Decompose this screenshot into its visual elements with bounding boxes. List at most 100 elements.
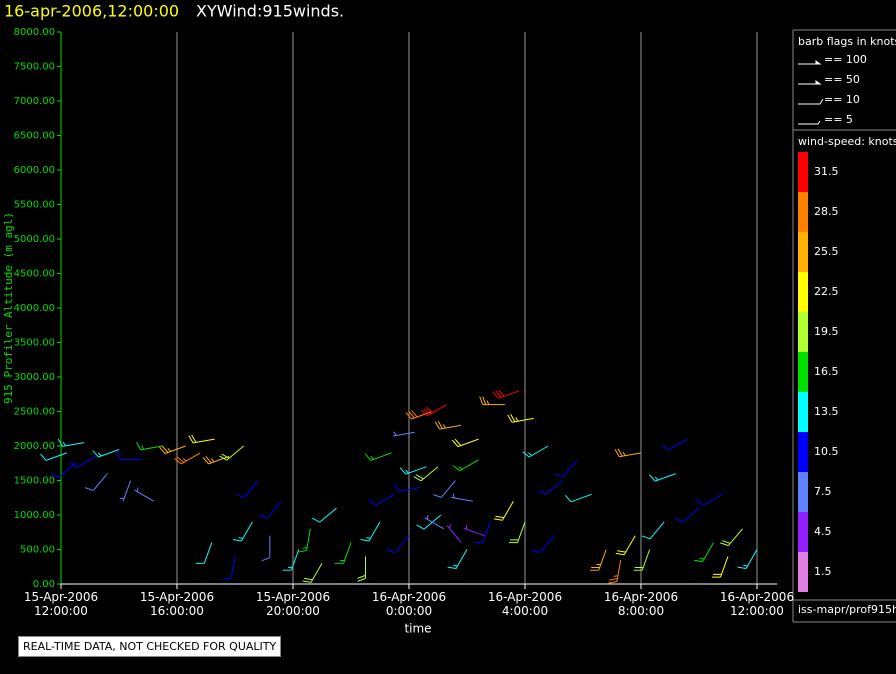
wind-barb	[222, 556, 236, 581]
colorbar-swatch	[798, 392, 808, 432]
wind-barb	[432, 480, 456, 498]
wind-barb	[508, 521, 526, 544]
colorbar-label: 19.5	[814, 325, 839, 338]
y-tick-label: 1500.00	[14, 476, 55, 487]
title-time: 16-apr-2006,12:00:00	[4, 2, 179, 21]
x-tick-label: 16-Apr-2006 8:00:00	[603, 590, 679, 618]
wind-barb	[446, 524, 462, 543]
wind-barb	[565, 493, 592, 503]
barb-legend-icon	[798, 60, 822, 65]
y-tick-label: 5000.00	[14, 234, 55, 245]
y-tick-label: 8000.00	[14, 27, 55, 38]
wind-barb	[188, 434, 215, 444]
wind-barb	[492, 389, 520, 399]
wind-barb	[386, 535, 410, 554]
colorbar-label: 10.5	[814, 445, 839, 458]
wind-barb	[434, 420, 462, 430]
wind-barb	[298, 528, 311, 553]
chart-title: XYWind:915winds.	[196, 2, 344, 21]
wind-barb	[399, 466, 427, 475]
wind-barb	[282, 549, 300, 571]
y-tick-label: 0.00	[33, 579, 55, 590]
y-tick-label: 4000.00	[14, 303, 55, 314]
y-tick-label: 4500.00	[14, 269, 55, 280]
wind-barb	[493, 500, 514, 521]
wind-barb	[420, 404, 447, 417]
wind-barb	[360, 521, 381, 542]
barb-legend-icon	[798, 98, 824, 105]
colorbar-swatch	[798, 472, 808, 512]
colorbar-swatch	[798, 352, 808, 392]
colorbar-label: 13.5	[814, 405, 839, 418]
y-tick-label: 500.00	[20, 545, 55, 556]
colorbar-label: 4.5	[814, 525, 832, 538]
wind-barb	[447, 549, 468, 570]
wind-barb	[507, 414, 534, 423]
wind-barb	[202, 455, 230, 465]
barb-legend-icon	[798, 120, 821, 125]
x-tick-label: 15-Apr-2006 12:00:00	[23, 590, 99, 618]
source-label: iss-mapr/prof915h	[798, 603, 896, 616]
wind-barb	[159, 445, 186, 454]
wind-barb	[232, 521, 253, 542]
x-tick-label: 16-Apr-2006 12:00:00	[719, 590, 795, 618]
x-tick-label: 16-Apr-2006 0:00:00	[371, 590, 447, 618]
y-tick-label: 1000.00	[14, 510, 55, 521]
wind-barb	[84, 473, 108, 491]
wind-barb	[538, 480, 564, 496]
wind-barb	[633, 549, 651, 571]
wind-barb	[357, 556, 366, 582]
wind-barb	[368, 493, 395, 506]
x-axis-label: time	[404, 622, 431, 636]
wind-barb	[590, 549, 607, 571]
wind-barb	[394, 483, 421, 492]
wind-barb	[136, 442, 163, 451]
barb-legend-item: == 10	[824, 93, 860, 106]
wind-barb	[694, 542, 714, 563]
x-tick-label: 15-Apr-2006 20:00:00	[255, 590, 331, 618]
colorbar-label: 28.5	[814, 205, 839, 218]
colorbar-swatch	[798, 512, 808, 552]
barb-legend-item: == 100	[824, 53, 867, 66]
wind-barb	[334, 542, 352, 564]
colorbar-swatch	[798, 192, 808, 232]
wind-barb	[258, 500, 282, 519]
wind-barb	[413, 466, 439, 482]
colorbar-swatch	[798, 232, 808, 272]
wind-barb	[641, 521, 665, 540]
wind-barb	[615, 535, 636, 556]
notice: REAL-TIME DATA, NOT CHECKED FOR QUALITY	[18, 636, 282, 657]
wind-barb	[393, 431, 415, 437]
wind-barb	[40, 452, 67, 461]
wind-barb	[737, 549, 758, 570]
wind-barb	[711, 556, 729, 578]
wind-barb	[119, 480, 132, 502]
wind-barb	[452, 459, 479, 472]
wind-barb	[674, 507, 700, 523]
colorbar-swatch	[798, 272, 808, 312]
colorbar-label: 22.5	[814, 285, 839, 298]
wind-barb	[614, 448, 642, 458]
wind-barb	[554, 459, 578, 478]
wind-barb	[608, 559, 622, 584]
wind-barb	[463, 524, 485, 537]
colorbar-swatch	[798, 152, 808, 192]
colorbar-swatch	[798, 552, 808, 592]
wind-barb	[661, 438, 688, 451]
wind-barb	[424, 515, 445, 530]
wind-barb	[649, 473, 676, 482]
x-tick-label: 16-Apr-2006 4:00:00	[487, 590, 563, 618]
colorbar-label: 7.5	[814, 485, 832, 498]
wind-barb	[116, 451, 143, 461]
barb-legend-title: barb flags in knots	[798, 35, 896, 48]
wind-barb	[311, 507, 337, 523]
colorbar-label: 25.5	[814, 245, 839, 258]
colorbar-swatch	[798, 312, 808, 352]
y-tick-label: 5500.00	[14, 200, 55, 211]
wind-barb	[69, 455, 97, 468]
wind-barb	[720, 528, 743, 547]
wind-barb	[474, 521, 491, 544]
colorbar-swatch	[798, 432, 808, 472]
